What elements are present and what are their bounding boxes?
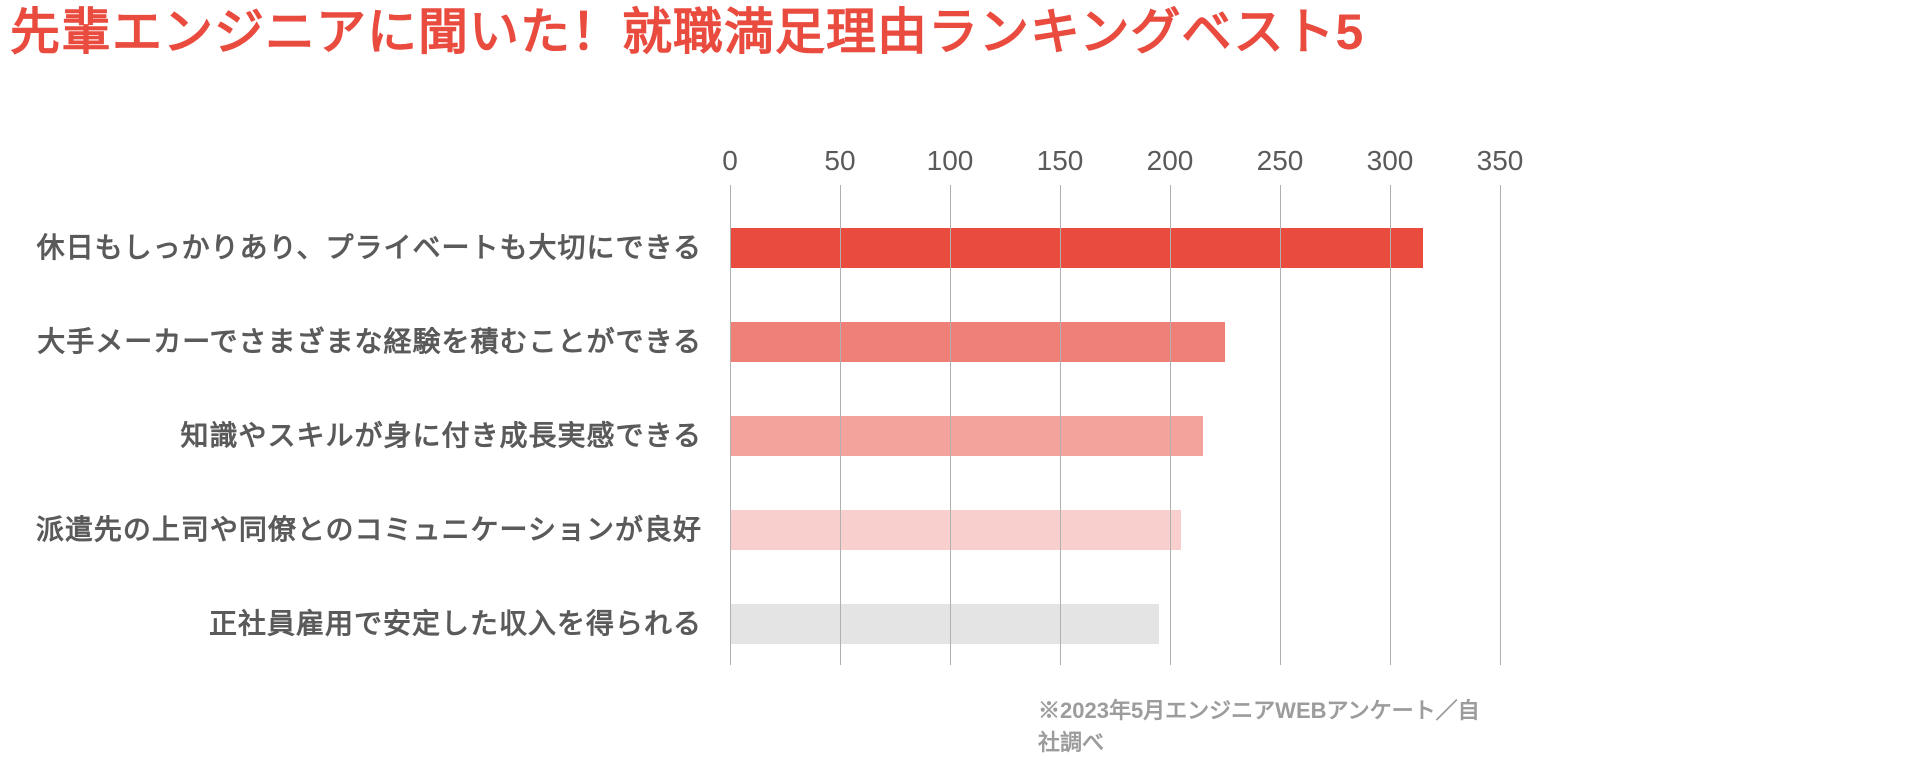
gridline [730,185,731,665]
bar [730,322,1225,362]
gridline [1280,185,1281,665]
chart-title: 先輩エンジニアに聞いた！就職満足理由ランキングベスト5 [10,0,1898,65]
y-axis-label: 知識やスキルが身に付き成長実感できる [10,389,730,483]
x-axis-tick: 50 [824,145,855,177]
bar-row [730,295,1500,389]
y-axis-labels: 休日もしっかりあり、プライベートも大切にできる大手メーカーでさまざまな経験を積む… [10,145,730,671]
x-axis-tick: 200 [1147,145,1194,177]
bar [730,604,1159,644]
gridline [950,185,951,665]
x-axis-tick: 150 [1037,145,1084,177]
bars [730,185,1500,671]
gridline [1500,185,1501,665]
chart-footnote: ※2023年5月エンジニアWEBアンケート／自社調べ [1038,693,1500,757]
bar-row [730,201,1500,295]
x-axis: 050100150200250300350 [730,145,1500,185]
y-axis-label: 正社員雇用で安定した収入を得られる [10,577,730,671]
x-axis-tick: 250 [1257,145,1304,177]
bar [730,416,1203,456]
bar [730,228,1423,268]
bar-row [730,389,1500,483]
gridline [1060,185,1061,665]
gridline [1390,185,1391,665]
gridlines [730,185,1500,665]
y-axis-label: 派遣先の上司や同僚とのコミュニケーションが良好 [10,483,730,577]
bar [730,510,1181,550]
gridline [840,185,841,665]
y-axis-label: 休日もしっかりあり、プライベートも大切にできる [10,201,730,295]
gridline [1170,185,1171,665]
x-axis-tick: 300 [1367,145,1414,177]
x-axis-tick: 0 [722,145,738,177]
x-axis-tick: 350 [1477,145,1524,177]
chart: 休日もしっかりあり、プライベートも大切にできる大手メーカーでさまざまな経験を積む… [10,145,1898,757]
x-axis-tick: 100 [927,145,974,177]
bar-row [730,483,1500,577]
plot-area: 050100150200250300350 ※2023年5月エンジニアWEBアン… [730,145,1500,757]
bar-row [730,577,1500,671]
y-axis-label: 大手メーカーでさまざまな経験を積むことができる [10,295,730,389]
